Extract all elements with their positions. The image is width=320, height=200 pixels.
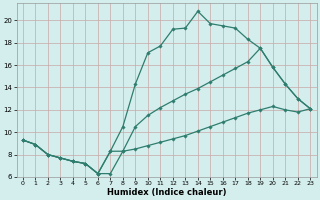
X-axis label: Humidex (Indice chaleur): Humidex (Indice chaleur) <box>107 188 226 197</box>
